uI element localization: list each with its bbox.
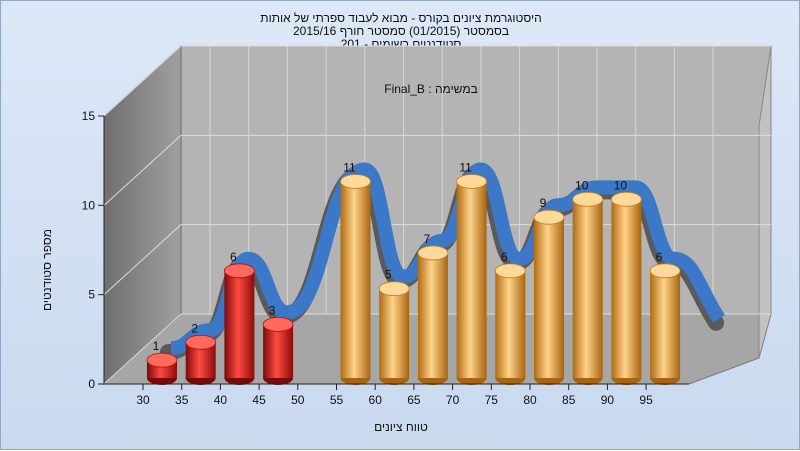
bar-body: [456, 181, 487, 378]
chart-title-line-1: היסטוגרמת ציונים בקורס - מבוא לעבוד ספרת…: [260, 11, 542, 25]
bar-body: [263, 324, 294, 378]
bar-35: 2: [185, 321, 217, 385]
bar-95: 6: [649, 250, 681, 385]
x-tick-label: 80: [523, 393, 537, 407]
bar-top: [417, 245, 449, 261]
bar-70: 11: [456, 160, 488, 385]
bar-value-label: 5: [385, 268, 392, 282]
bar-top: [262, 316, 294, 332]
bar-body: [572, 199, 603, 378]
bar-body: [534, 217, 564, 378]
bar-top: [649, 263, 681, 279]
y-tick-label: 5: [88, 288, 95, 302]
bar-value-label: 6: [230, 250, 237, 264]
bar-value-label: 10: [614, 178, 628, 192]
bar-top: [494, 263, 526, 279]
bar-65: 7: [417, 232, 449, 385]
x-tick-label: 60: [369, 393, 383, 407]
bar-top: [611, 191, 642, 207]
bar-55: 11: [340, 160, 371, 385]
x-tick-label: 55: [330, 393, 344, 407]
bar-body: [650, 270, 681, 378]
bar-75: 6: [494, 250, 526, 385]
bar-body: [379, 288, 410, 378]
y-tick-label: 15: [82, 109, 96, 123]
bar-value-label: 2: [191, 321, 198, 335]
bar-top: [223, 263, 255, 279]
x-tick-label: 90: [601, 393, 615, 407]
bar-value-label: 6: [501, 250, 508, 264]
gridline-left: [103, 313, 182, 385]
bar-body: [417, 252, 448, 378]
bar-top: [146, 352, 178, 368]
bar-value-label: 7: [424, 232, 431, 246]
x-tick-label: 35: [175, 393, 189, 407]
x-tick-label: 85: [562, 393, 576, 407]
ribbon-series: [170, 162, 725, 356]
y-tick-label: 0: [88, 377, 95, 391]
x-tick-label: 45: [252, 393, 266, 407]
bar-top: [185, 334, 217, 350]
bar-body: [224, 270, 255, 378]
bar-value-label: 10: [575, 178, 589, 192]
gridline-left: [103, 134, 182, 206]
plot-title: Final_B : במשימה: [384, 82, 478, 96]
gridline-left: [103, 224, 182, 296]
bar-value-label: 3: [269, 303, 276, 317]
bar-top: [340, 174, 371, 189]
bar-value-label: 9: [540, 196, 547, 210]
bar-body: [611, 199, 642, 378]
bar-body: [340, 181, 371, 378]
bar-value-label: 6: [656, 250, 663, 264]
bar-top: [533, 209, 565, 225]
x-tick-label: 40: [214, 393, 228, 407]
bar-85: 10: [572, 178, 604, 385]
bar-90: 10: [611, 178, 642, 385]
x-axis-title: טווח ציונים: [374, 420, 428, 434]
x-tick-label: 75: [485, 393, 499, 407]
bar-body: [495, 270, 526, 378]
bar-40: 6: [223, 250, 255, 385]
bar-value-label: 1: [153, 339, 160, 353]
bar-top: [572, 191, 604, 207]
x-tick-label: 65: [407, 393, 421, 407]
bar-value-label: 11: [343, 160, 356, 174]
bar-top: [378, 281, 410, 297]
bar-30: 1: [146, 339, 178, 385]
bar-value-label: 11: [459, 160, 472, 174]
x-tick-label: 70: [446, 393, 460, 407]
gridline-left: [103, 45, 182, 117]
bar-45: 3: [262, 303, 294, 385]
x-tick-label: 50: [291, 393, 305, 407]
y-axis-title: מספר סטודנטים: [40, 228, 54, 312]
bar-80: 9: [533, 196, 565, 385]
chart-title-line-2: בסמסטר (01/2015) סמסטר חורף 2015/16: [292, 24, 510, 38]
y-tick-label: 10: [82, 198, 96, 212]
bar-top: [456, 174, 488, 189]
bar-60: 5: [378, 268, 410, 385]
x-tick-label: 95: [639, 393, 653, 407]
x-tick-label: 30: [136, 393, 150, 407]
